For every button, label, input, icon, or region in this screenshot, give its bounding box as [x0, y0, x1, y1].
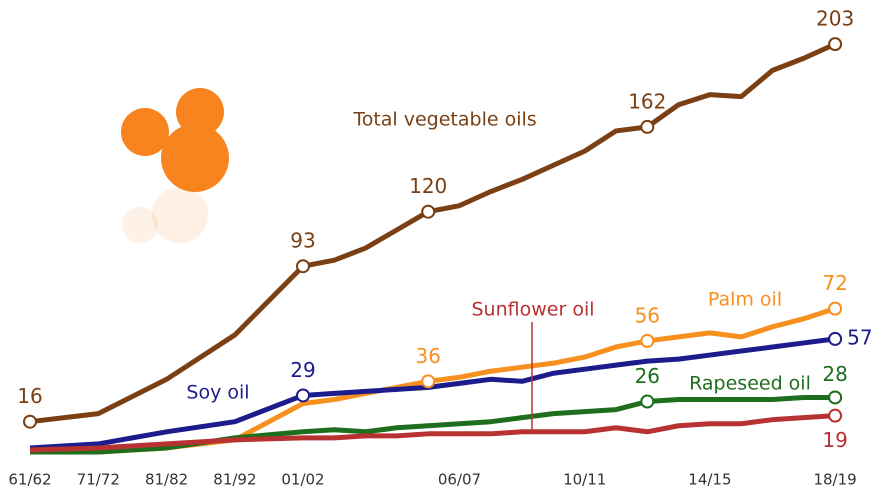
series-line [30, 306, 836, 455]
flower-decoration [121, 88, 229, 243]
data-point [640, 394, 655, 409]
data-point [828, 301, 843, 316]
x-tick-label: 81/92 [213, 471, 256, 489]
value-label: 19 [822, 428, 847, 452]
value-label: 29 [290, 358, 315, 382]
value-label: 93 [290, 229, 315, 253]
data-point [421, 204, 436, 219]
data-point [421, 374, 436, 389]
series-label: Rapeseed oil [689, 373, 811, 395]
value-label: 16 [17, 384, 42, 408]
data-point [828, 408, 843, 423]
data-point [828, 390, 843, 405]
series-label: Sunflower oil [472, 299, 595, 321]
x-tick-label: 71/72 [77, 471, 120, 489]
series-line [30, 394, 836, 455]
value-label: 56 [635, 303, 660, 327]
value-label: 28 [822, 362, 847, 386]
value-label: 120 [409, 174, 447, 198]
series-label: Soy oil [186, 382, 249, 404]
data-point [828, 37, 843, 52]
data-point [640, 333, 655, 348]
data-point [296, 259, 310, 274]
x-tick-label: 18/19 [813, 471, 856, 489]
x-tick-label: 81/82 [145, 471, 188, 489]
value-label: 162 [628, 89, 666, 113]
data-point [640, 119, 655, 134]
series-line [29, 41, 837, 425]
x-tick-label: 61/62 [8, 471, 51, 489]
x-tick-label: 10/11 [563, 471, 606, 489]
data-point [23, 414, 37, 429]
series-line [29, 336, 836, 451]
series-line [29, 413, 836, 453]
data-point [828, 331, 843, 346]
value-label: 72 [822, 271, 847, 295]
x-tick-label: 01/02 [281, 471, 324, 489]
value-label: 57 [847, 325, 872, 349]
value-label: 36 [415, 344, 440, 368]
x-tick-label: 06/07 [438, 471, 481, 489]
value-label: 26 [635, 364, 660, 388]
x-tick-label: 14/15 [688, 471, 731, 489]
value-label: 203 [816, 7, 854, 31]
series-label: Total vegetable oils [352, 109, 536, 131]
data-point [296, 388, 310, 403]
series-label: Palm oil [708, 289, 782, 311]
